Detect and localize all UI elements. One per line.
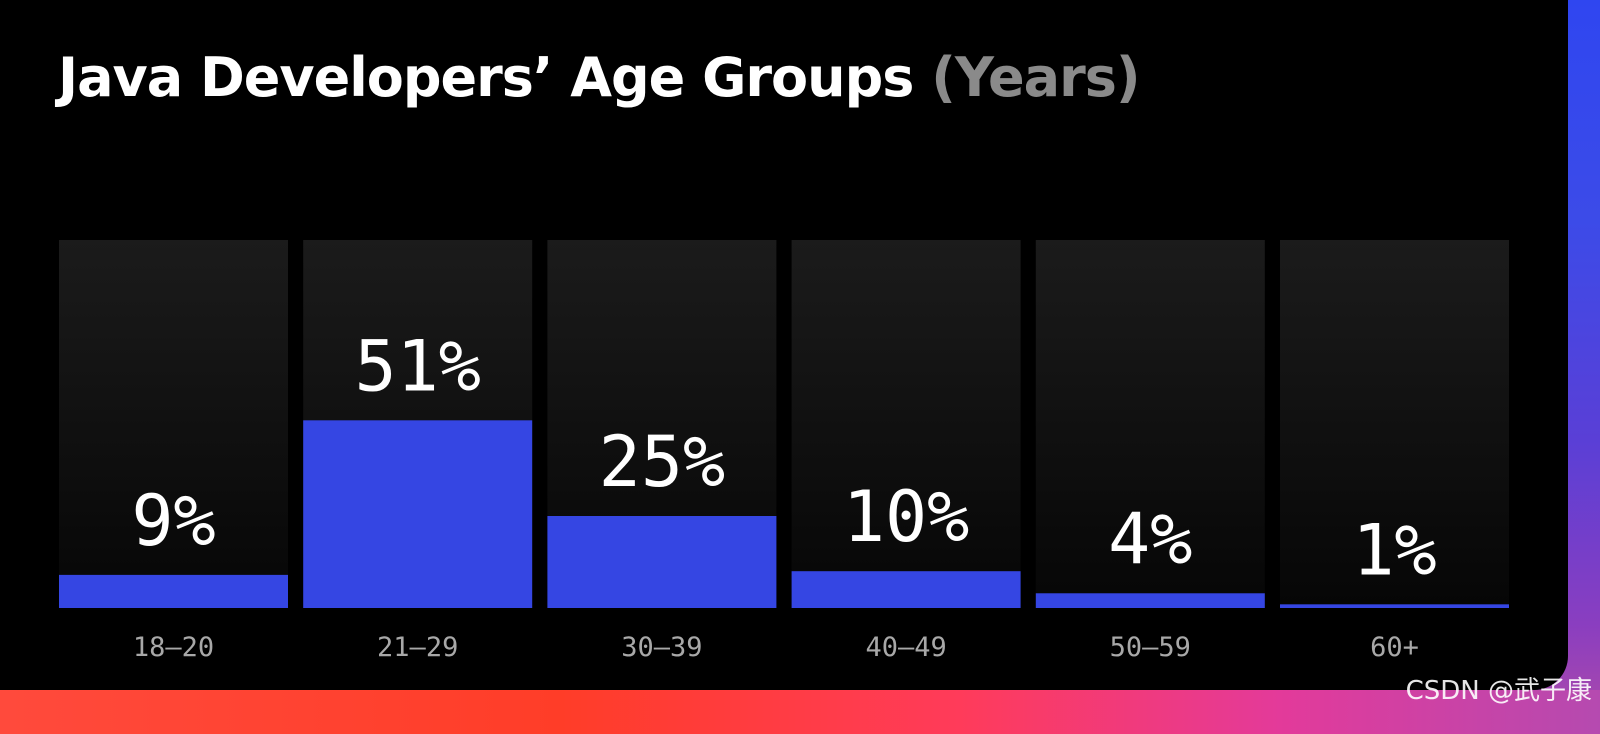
bar xyxy=(1035,593,1265,608)
bar xyxy=(791,571,1021,608)
bar-value-label: 10% xyxy=(843,476,969,558)
x-tick-label: 60+ xyxy=(1370,632,1419,663)
bar xyxy=(59,574,288,608)
bar-tracks xyxy=(59,240,1509,608)
bar-value-label: 51% xyxy=(354,325,480,407)
bar-track xyxy=(59,240,288,608)
x-tick-label: 40–49 xyxy=(865,632,946,663)
bar-value-label: 9% xyxy=(131,480,215,562)
bar-track xyxy=(1035,240,1265,608)
bar-chart: 9% 51% 25% 10% 4% 1% 18–20 21–29 30–39 40–49 50–5… xyxy=(59,240,1509,663)
bars xyxy=(59,420,1509,608)
bar-track xyxy=(1280,240,1509,608)
x-tick-labels: 18–20 21–29 30–39 40–49 50–59 60+ xyxy=(133,632,1419,663)
watermark: CSDN @武子康 xyxy=(1405,676,1592,706)
x-tick-label: 18–20 xyxy=(133,632,214,663)
x-tick-label: 30–39 xyxy=(621,632,702,663)
bar-value-label: 4% xyxy=(1108,498,1192,580)
chart-title-unit: (Years) xyxy=(931,46,1140,109)
bar xyxy=(1280,604,1509,608)
bar xyxy=(547,516,777,608)
bar-value-label: 1% xyxy=(1352,509,1436,591)
x-tick-label: 21–29 xyxy=(377,632,458,663)
gradient-frame-bottom xyxy=(0,690,1600,734)
bar-track xyxy=(791,240,1021,608)
chart-title: Java Developers’ Age Groups (Years) xyxy=(58,46,1141,109)
bar-value-label: 25% xyxy=(599,421,725,503)
bar xyxy=(303,420,533,608)
value-labels: 9% 51% 25% 10% 4% 1% xyxy=(131,325,1436,591)
chart-card: Java Developers’ Age Groups (Years) 9% 51… xyxy=(58,46,1509,663)
chart-title-text: Java Developers’ Age Groups xyxy=(58,46,914,109)
x-tick-label: 50–59 xyxy=(1110,632,1191,663)
